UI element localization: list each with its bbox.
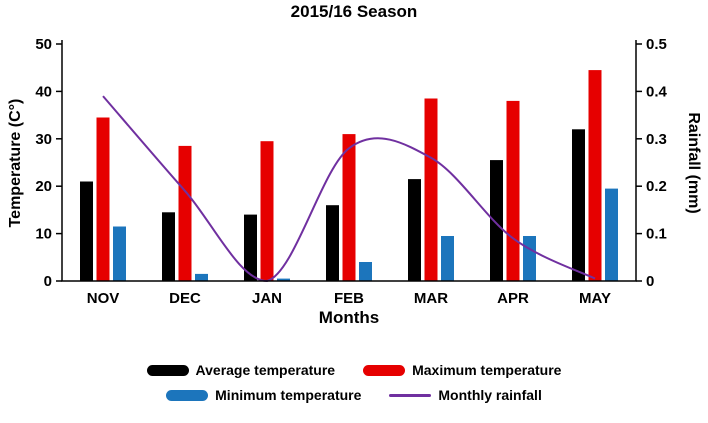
svg-text:APR: APR <box>497 290 529 307</box>
svg-text:MAR: MAR <box>414 290 448 307</box>
legend-row-2: Minimum temperature Monthly rainfall <box>166 387 542 403</box>
minimum-temperature-swatch-icon <box>166 389 209 401</box>
svg-text:0.1: 0.1 <box>646 226 667 243</box>
chart-legend: Average temperature Maximum temperature … <box>0 362 708 403</box>
svg-text:DEC: DEC <box>169 290 201 307</box>
legend-item-maximum-temperature: Maximum temperature <box>363 362 561 378</box>
svg-text:0.2: 0.2 <box>646 178 667 195</box>
legend-item-minimum-temperature: Minimum temperature <box>166 387 361 403</box>
right-axis-title: Rainfall (mm) <box>685 112 702 214</box>
svg-text:10: 10 <box>35 226 52 243</box>
legend-label-maximum-temperature: Maximum temperature <box>412 362 562 378</box>
legend-row-1: Average temperature Maximum temperature <box>146 362 561 378</box>
svg-text:NOV: NOV <box>87 290 120 307</box>
svg-text:0.4: 0.4 <box>646 83 668 100</box>
chart-canvas: 0 10 20 30 40 50 0 0.1 0.2 0.3 0.4 0.5 NOV DEC JAN FEB M… <box>35 36 668 307</box>
svg-text:FEB: FEB <box>334 290 364 307</box>
svg-text:JAN: JAN <box>252 290 282 307</box>
chart-title: 2015/16 Season <box>290 2 418 21</box>
legend-label-minimum-temperature: Minimum temperature <box>215 387 362 403</box>
x-axis-title: Months <box>318 308 380 327</box>
svg-text:50: 50 <box>35 36 52 53</box>
legend-label-average-temperature: Average temperature <box>195 362 336 378</box>
svg-text:20: 20 <box>35 178 52 195</box>
average-temperature-swatch-icon <box>146 364 189 376</box>
svg-text:0.5: 0.5 <box>646 36 667 53</box>
svg-text:MAY: MAY <box>579 290 611 307</box>
svg-text:0: 0 <box>646 273 654 290</box>
legend-item-average-temperature: Average temperature <box>146 362 336 378</box>
svg-text:40: 40 <box>35 83 52 100</box>
svg-text:30: 30 <box>35 131 52 148</box>
maximum-temperature-swatch-icon <box>363 364 406 376</box>
monthly-rainfall-line-icon <box>389 393 432 397</box>
legend-item-monthly-rainfall: Monthly rainfall <box>389 387 542 403</box>
left-axis-title: Temperature (C°) <box>7 98 24 228</box>
svg-text:0.3: 0.3 <box>646 131 667 148</box>
legend-label-monthly-rainfall: Monthly rainfall <box>438 387 542 403</box>
svg-text:0: 0 <box>44 273 52 290</box>
